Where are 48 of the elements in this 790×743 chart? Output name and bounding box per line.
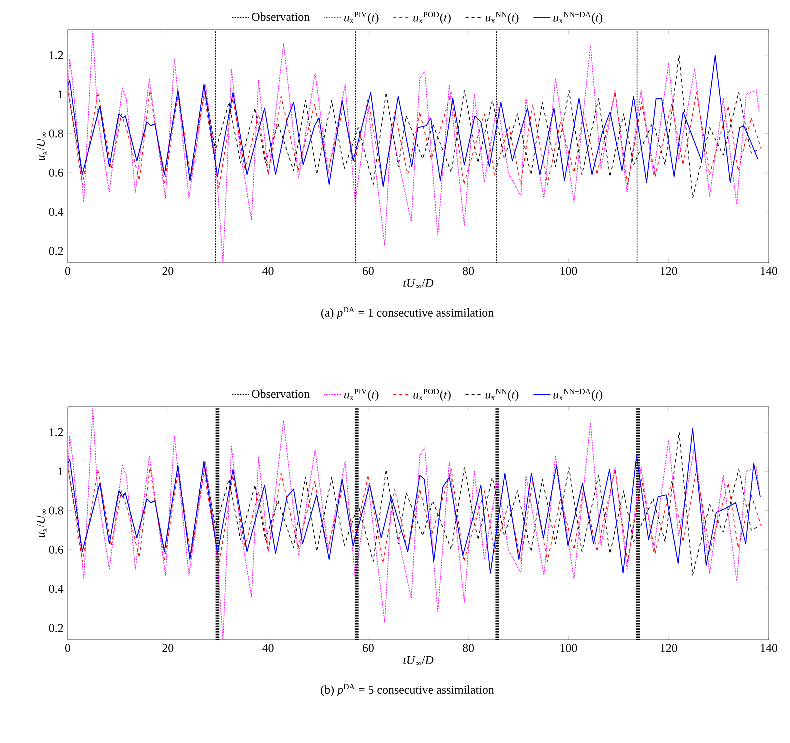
- legend-label: u$_{x}$$^{POD}$(t): [414, 12, 451, 24]
- y-tick-label: 1: [58, 90, 64, 99]
- y-axis-title: u$_{x}$/U$_{∞}$: [37, 510, 47, 538]
- y-tick-label: 1.2: [50, 51, 64, 60]
- x-tick-label: 0: [65, 267, 71, 276]
- x-tick-label: 120: [660, 267, 678, 276]
- y-tick-label: 0.4: [49, 585, 64, 594]
- y-tick-label: 0.4: [49, 208, 64, 216]
- x-tick-label: 100: [560, 644, 578, 652]
- text: (b) p$^{DA}$ = 5 consecutive assimilation: [321, 684, 494, 696]
- line-series: [68, 32, 760, 263]
- y-tick-label: 0.8: [49, 506, 64, 515]
- y-tick-label: 1: [58, 468, 64, 476]
- x-tick-label: 40: [262, 644, 274, 652]
- x-tick-label: 100: [560, 267, 578, 276]
- y-tick-label: 0.8: [49, 130, 64, 138]
- y-tick-label: 0.2: [49, 247, 64, 256]
- legend-label: u$_{x}$$^{POD}$(t): [414, 389, 451, 402]
- legend-label: Observation: [252, 12, 310, 22]
- legend-label: Observation: [252, 390, 310, 398]
- legend-label: u$_{x}$$^{NN−DA}$(t): [554, 389, 603, 402]
- line-series: [68, 465, 762, 566]
- y-tick-label: 0.6: [49, 168, 64, 177]
- y-axis-title: u$_{x}$/U$_{∞}$: [37, 132, 47, 161]
- x-tick-label: 40: [262, 267, 274, 276]
- y-tick-label: 1.2: [50, 428, 64, 436]
- x-tick-label: 80: [463, 644, 474, 652]
- x-tick-label: 140: [761, 267, 778, 276]
- legend-label: u$_{x}$$^{NN}$(t): [486, 389, 519, 402]
- legend-label: u$_{x}$$^{PIV}$(t): [344, 389, 379, 402]
- line-series: [68, 408, 760, 640]
- x-tick-label: 140: [761, 644, 778, 652]
- x-tick-label: 60: [362, 644, 374, 652]
- x-tick-label: 20: [162, 267, 174, 276]
- x-axis-title: tU$_{∞}$/D: [404, 279, 434, 288]
- text: (a) p$^{DA}$ = 1 consecutive assimilation: [321, 307, 494, 320]
- legend-label: u$_{x}$$^{PIV}$(t): [344, 12, 379, 24]
- x-tick-label: 0: [65, 644, 71, 652]
- line-series: [68, 88, 762, 189]
- legend-label: u$_{x}$$^{NN−DA}$(t): [554, 12, 603, 24]
- x-tick-label: 20: [162, 644, 174, 652]
- y-tick-label: 0.6: [49, 546, 64, 554]
- x-axis-title: tU$_{∞}$/D: [404, 656, 434, 666]
- y-tick-label: 0.2: [49, 624, 64, 632]
- x-tick-label: 120: [660, 644, 678, 652]
- x-tick-label: 60: [362, 267, 374, 276]
- legend-label: u$_{x}$$^{NN}$(t): [486, 12, 519, 24]
- x-tick-label: 80: [463, 267, 474, 276]
